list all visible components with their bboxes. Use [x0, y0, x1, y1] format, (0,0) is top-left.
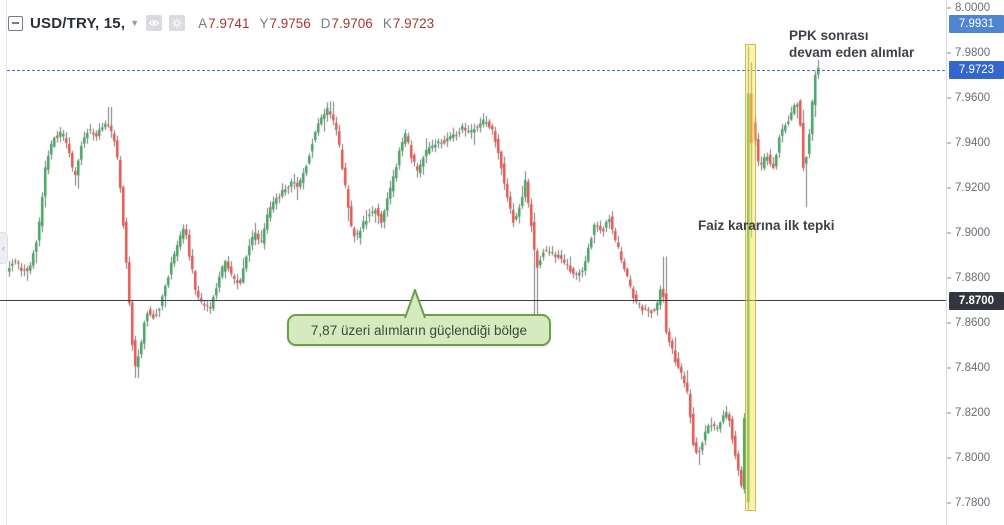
axis-tick-mark [947, 187, 951, 189]
axis-tick-label: 7.8200 [955, 407, 991, 419]
axis-tick-label: 7.8800 [955, 272, 991, 284]
axis-tick-label: 7.9800 [955, 47, 991, 59]
annotation-ppk-text[interactable]: PPK sonrası devam eden alımlar [789, 27, 914, 61]
price-axis[interactable]: 8.0000 7.9800 7.9600 7.9400 7.9200 7.9000 7.88… [946, 0, 1004, 525]
annotation-ppk-line2: devam eden alımlar [789, 45, 915, 60]
eye-icon [149, 20, 160, 26]
price-badge: 7.9931 [949, 14, 1004, 33]
gear-icon [171, 17, 183, 29]
axis-tick-mark [947, 367, 951, 369]
support-level-line[interactable] [0, 300, 946, 301]
ohlc-readout: A 7.9741 Y 7.9756 D 7.9706 K 7.9723 [198, 16, 434, 31]
axis-tick-mark [947, 502, 951, 504]
axis-tick-label: 7.8000 [955, 452, 991, 464]
axis-tick-label: 7.9000 [955, 227, 991, 239]
legend-collapse-button[interactable] [8, 15, 23, 31]
axis-tick-label: 7.7800 [955, 497, 991, 509]
axis-tick-mark [947, 457, 951, 459]
axis-tick-mark [947, 277, 951, 279]
axis-tick-label: 8.0000 [955, 2, 991, 14]
event-highlight-band[interactable] [745, 44, 756, 511]
annotation-ppk-line1: PPK sonrası [789, 28, 869, 43]
current-price-dashed-line [7, 70, 945, 71]
annotation-faiz-text[interactable]: Faiz kararına ilk tepki [698, 218, 835, 233]
axis-tick-mark [947, 322, 951, 324]
price-badge: 7.9723 [949, 61, 1004, 80]
high-value: Y 7.9756 [259, 15, 311, 31]
close-value: K 7.9723 [382, 15, 435, 31]
axis-tick-label: 7.8400 [955, 362, 991, 374]
settings-gear-button[interactable] [169, 15, 186, 31]
symbol-title[interactable]: USD/TRY, 15, [30, 14, 126, 32]
open-value: A 7.9741 [198, 15, 250, 31]
low-value: D 7.9706 [320, 15, 373, 31]
axis-tick-mark [947, 142, 951, 144]
axis-tick-label: 7.8600 [955, 317, 991, 329]
callout-text: 7,87 üzeri alımların güçlendiği bölge [310, 322, 528, 338]
axis-tick-mark [947, 52, 951, 54]
chevron-down-icon[interactable]: ▼ [130, 18, 140, 28]
axis-tick-label: 7.9200 [955, 182, 991, 194]
axis-tick-mark [947, 232, 951, 234]
chart-legend: USD/TRY, 15, ▼ A 7.9741 Y 7.9756 D 7.9706 K… [8, 12, 434, 34]
visibility-eye-button[interactable] [146, 15, 163, 31]
axis-tick-label: 7.9600 [955, 92, 991, 104]
axis-tick-mark [947, 412, 951, 414]
axis-tick-label: 7.9400 [955, 137, 991, 149]
candlestick-chart-canvas[interactable] [0, 0, 946, 525]
price-badge: 7.8700 [949, 291, 1004, 310]
callout-bubble[interactable]: 7,87 üzeri alımların güçlendiği bölge [287, 314, 551, 346]
axis-tick-mark [947, 7, 951, 9]
drawing-toolbar-collapse-handle[interactable]: ‹ [0, 232, 8, 264]
axis-tick-mark [947, 97, 951, 99]
